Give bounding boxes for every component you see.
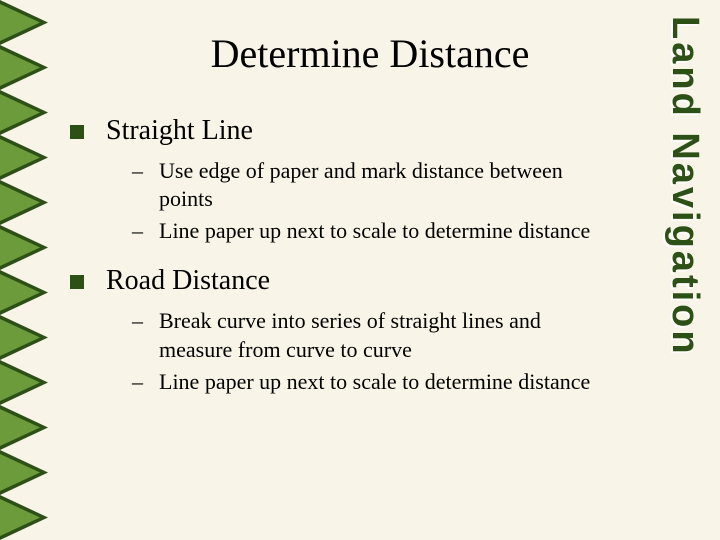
square-bullet-icon: [70, 125, 84, 139]
slide-title: Determine Distance: [100, 30, 640, 77]
list-item-text: Line paper up next to scale to determine…: [159, 368, 590, 396]
list-item-text: Line paper up next to scale to determine…: [159, 217, 590, 245]
section-heading-text: Road Distance: [106, 265, 270, 297]
section-heading: Straight Line: [70, 115, 640, 147]
zigzag-border: [0, 0, 48, 540]
list-item-text: Break curve into series of straight line…: [159, 307, 599, 363]
slide-content: Determine Distance Straight Line – Use e…: [70, 30, 640, 400]
sidebar-title: Land Navigation: [663, 16, 706, 357]
section-heading: Road Distance: [70, 265, 640, 297]
dash-bullet-icon: –: [132, 308, 143, 334]
section-heading-text: Straight Line: [106, 115, 253, 147]
list-item: – Line paper up next to scale to determi…: [132, 368, 640, 396]
square-bullet-icon: [70, 275, 84, 289]
dash-bullet-icon: –: [132, 218, 143, 244]
dash-bullet-icon: –: [132, 369, 143, 395]
list-item: – Break curve into series of straight li…: [132, 307, 640, 363]
dash-bullet-icon: –: [132, 158, 143, 184]
list-item: – Use edge of paper and mark distance be…: [132, 157, 640, 213]
list-item: – Line paper up next to scale to determi…: [132, 217, 640, 245]
list-item-text: Use edge of paper and mark distance betw…: [159, 157, 599, 213]
